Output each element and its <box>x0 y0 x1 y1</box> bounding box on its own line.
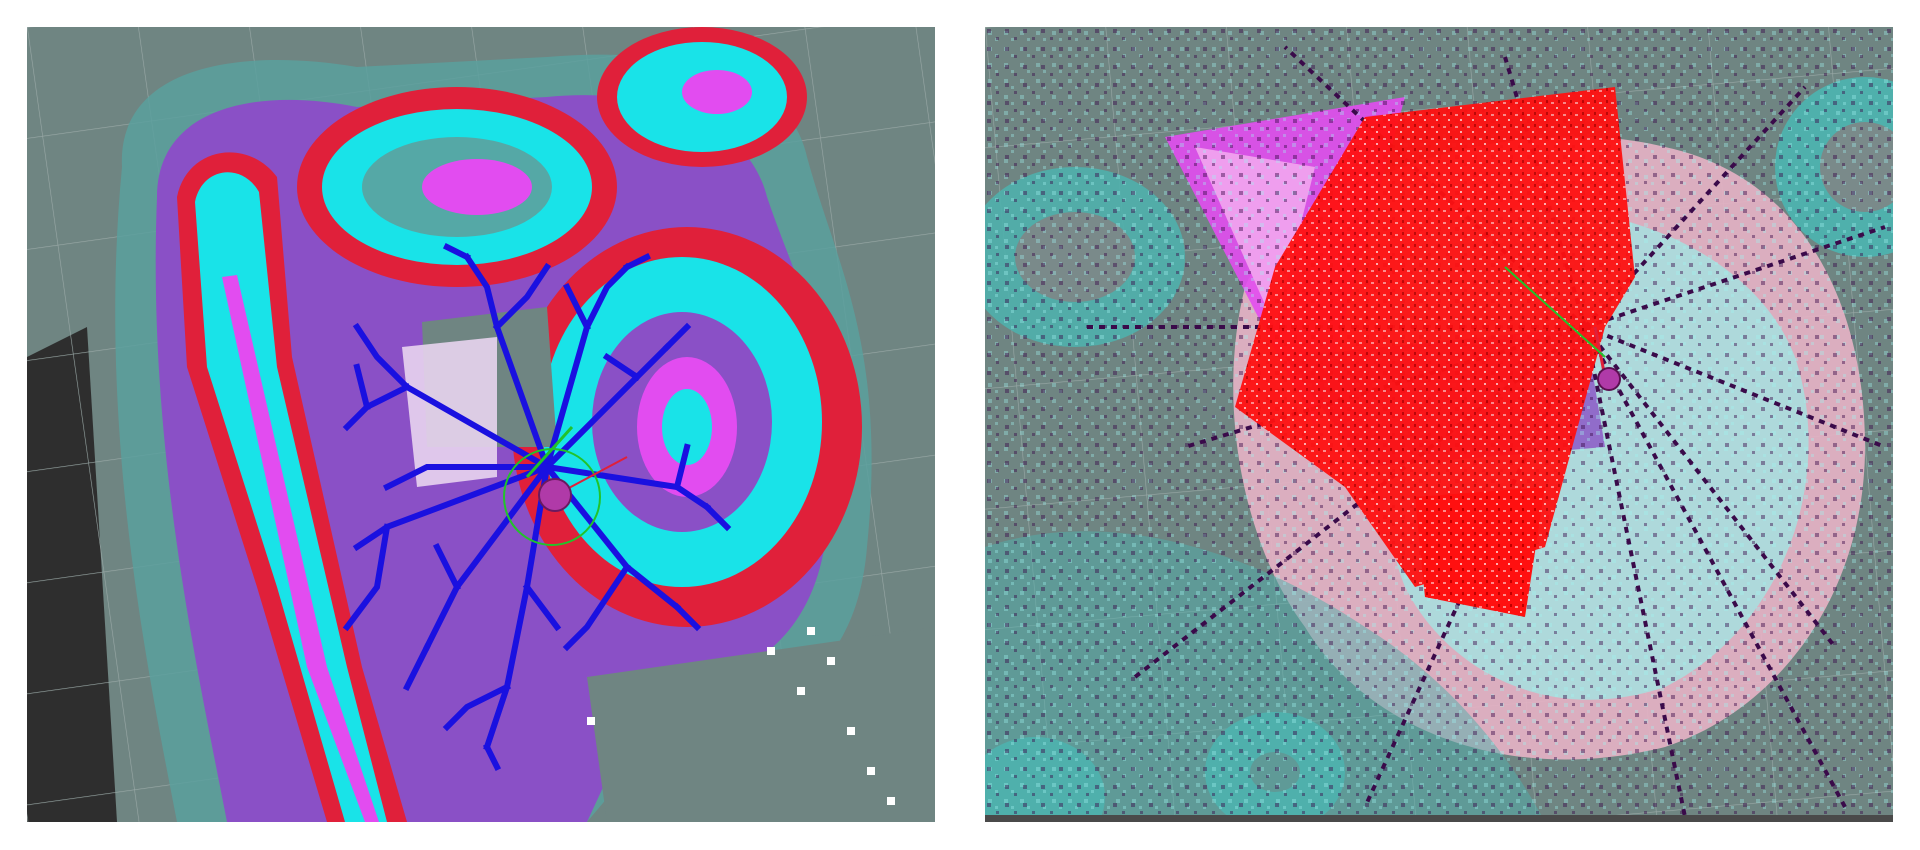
bottom-edge <box>985 815 1893 822</box>
right-costmap-image <box>985 27 1893 822</box>
free-space-points <box>587 627 895 805</box>
left-costmap-image <box>27 27 935 822</box>
exploration-tree <box>342 242 732 772</box>
costmap-layer <box>115 27 935 822</box>
right-costmap-panel <box>985 27 1893 822</box>
random-tree <box>1235 87 1635 617</box>
robot-marker <box>503 425 628 546</box>
robot-marker <box>1504 266 1621 391</box>
left-costmap-panel <box>27 27 935 822</box>
